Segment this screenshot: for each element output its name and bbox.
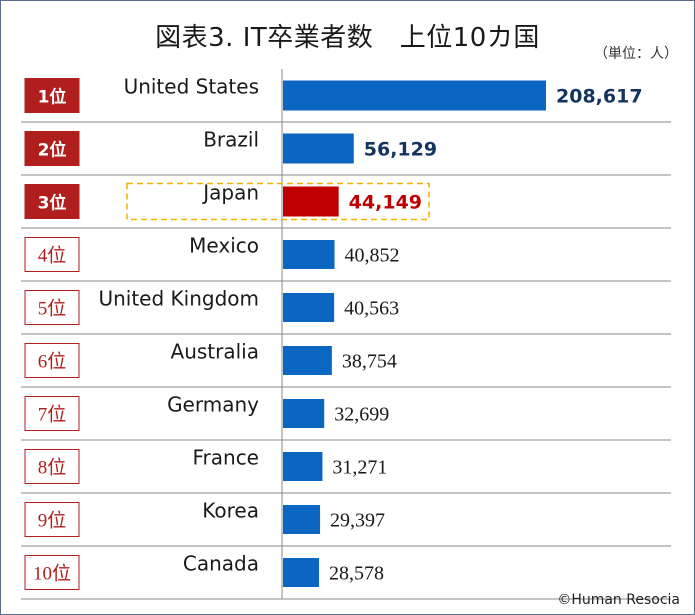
rank-badge: [24, 449, 80, 484]
bar: [283, 133, 354, 164]
rank-label: 3位: [38, 193, 67, 214]
copyright-credit: ©Human Resocia: [557, 592, 680, 608]
rank-badge: [24, 237, 80, 272]
chart-title: 図表3. IT卒業者数 上位10カ国: [155, 23, 540, 53]
category-label: Germany: [167, 393, 259, 417]
bar: [283, 399, 325, 428]
category-label: Brazil: [203, 128, 259, 152]
bar: [283, 80, 546, 111]
category-label: Japan: [201, 181, 259, 205]
rank-badge: [24, 78, 80, 113]
data-label: 40,852: [345, 245, 400, 267]
data-label: 40,563: [344, 298, 399, 320]
rank-label: 2位: [38, 140, 67, 161]
data-label: 31,271: [332, 457, 387, 479]
rank-label: 8位: [38, 457, 67, 479]
data-label: 56,129: [364, 139, 437, 161]
bar: [283, 346, 332, 375]
bar: [283, 505, 321, 534]
rank-label: 10位: [33, 563, 71, 585]
category-label: United States: [124, 75, 259, 99]
rank-label: 6位: [38, 351, 67, 373]
category-label: Mexico: [189, 234, 259, 258]
bar: [283, 186, 339, 217]
rank-badge: [24, 184, 80, 219]
rank-label: 5位: [38, 298, 67, 320]
rank-badge: [24, 290, 80, 325]
rank-label: 1位: [38, 87, 67, 108]
category-label: Australia: [171, 340, 259, 364]
bar: [283, 452, 323, 481]
bar: [283, 558, 320, 587]
data-label: 32,699: [334, 404, 389, 426]
rank-label: 9位: [38, 510, 67, 532]
rank-badge: [24, 555, 80, 590]
data-label: 44,149: [349, 192, 422, 214]
data-label: 208,617: [556, 86, 643, 108]
unit-label: （単位：人）: [594, 46, 678, 62]
rank-badge: [24, 131, 80, 166]
rank-badge: [24, 502, 80, 537]
bar: [283, 240, 335, 269]
data-label: 28,578: [329, 563, 384, 585]
rank-label: 7位: [38, 404, 67, 426]
rank-badge: [24, 343, 80, 378]
data-label: 38,754: [342, 351, 397, 373]
rank-badge: [24, 396, 80, 431]
category-label: Korea: [202, 499, 259, 523]
category-label: Canada: [183, 552, 259, 576]
category-label: United Kingdom: [98, 287, 259, 311]
category-label: France: [192, 446, 259, 470]
data-label: 29,397: [330, 510, 385, 532]
rank-label: 4位: [38, 245, 67, 267]
highlight-box: [126, 182, 430, 221]
bar: [283, 293, 335, 322]
